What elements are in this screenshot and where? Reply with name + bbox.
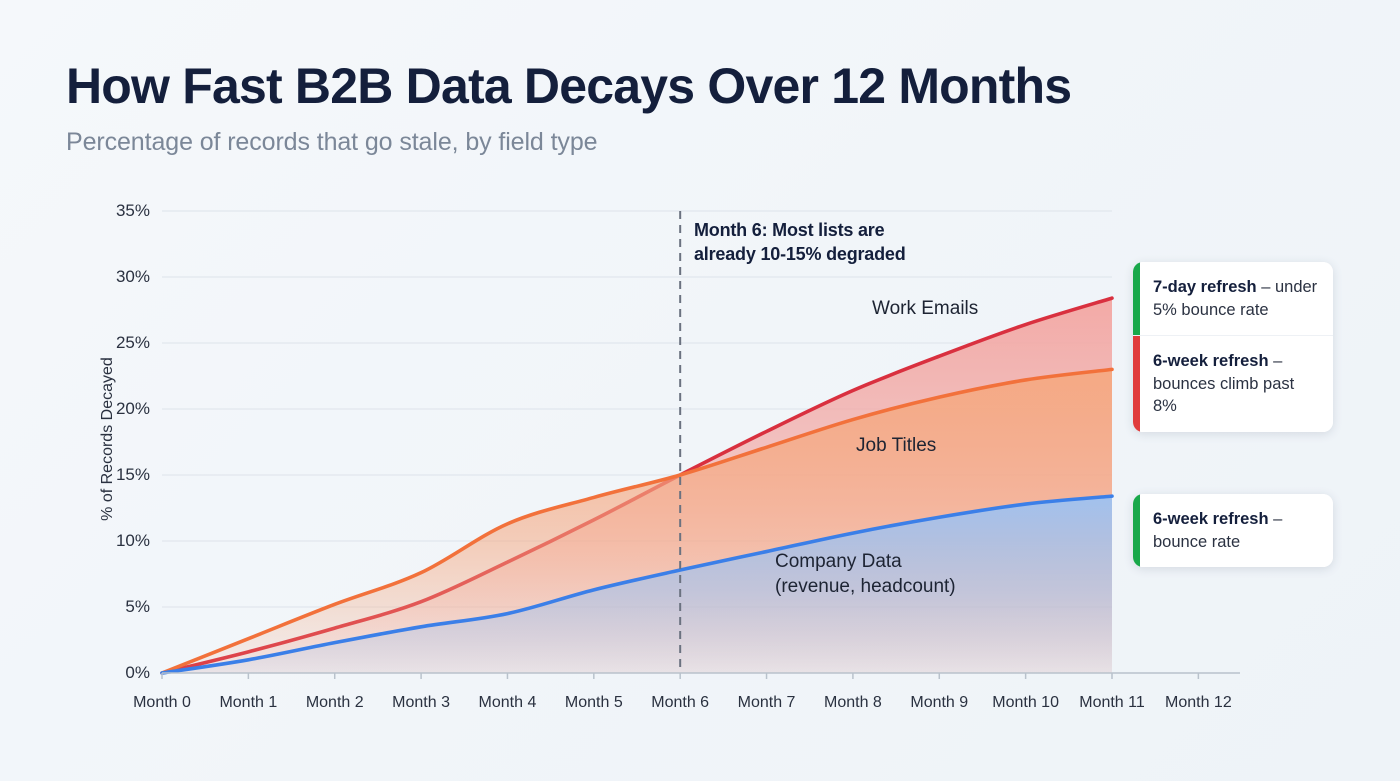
x-tick-label: Month 10 bbox=[992, 694, 1059, 711]
x-tick-label: Month 0 bbox=[133, 694, 191, 711]
x-tick-label: Month 11 bbox=[1079, 694, 1145, 711]
x-tick-label: Month 2 bbox=[305, 694, 364, 711]
card-accent-bar bbox=[1133, 262, 1140, 336]
y-tick-label: 35% bbox=[115, 201, 150, 220]
x-tick-label: Month 6 bbox=[651, 694, 710, 711]
y-tick-label: 5% bbox=[125, 597, 150, 616]
y-tick-label: 0% bbox=[125, 663, 150, 682]
x-tick-label: Month 12 bbox=[1165, 694, 1232, 711]
x-tick-label: Month 8 bbox=[824, 694, 882, 711]
series-label-job-titles: Job Titles bbox=[856, 435, 937, 456]
y-tick-label: 10% bbox=[115, 531, 150, 550]
callout-card-6week-bounces[interactable]: 6-week refresh – bounces climb past 8% bbox=[1133, 335, 1333, 432]
x-tick-label: Month 1 bbox=[219, 694, 278, 711]
callout-card-group-lower: 6-week refresh – bounce rate bbox=[1133, 494, 1333, 568]
series-area-company-data bbox=[162, 496, 1112, 673]
x-tick-label: Month 3 bbox=[392, 694, 450, 711]
callout-card-text: 6-week refresh – bounces climb past 8% bbox=[1153, 352, 1295, 416]
y-axis-ticks: 0% 5% 10% 15% 20% 25% 30% 35% bbox=[88, 0, 150, 781]
callout-card-6week-rate[interactable]: 6-week refresh – bounce rate bbox=[1133, 494, 1333, 568]
card-accent-bar bbox=[1133, 494, 1140, 568]
callout-card-text: 6-week refresh – bounce rate bbox=[1153, 510, 1283, 551]
page-subtitle: Percentage of records that go stale, by … bbox=[66, 128, 598, 156]
series-line-job-titles bbox=[160, 367, 1114, 675]
y-tick-label: 15% bbox=[115, 465, 150, 484]
series-line-company-data bbox=[160, 494, 1114, 675]
card-accent-bar bbox=[1133, 336, 1140, 432]
series-label-work-emails: Work Emails bbox=[872, 298, 979, 319]
header-block: How Fast B2B Data Decays Over 12 Months … bbox=[66, 58, 1072, 157]
x-tick-label: Month 9 bbox=[910, 694, 969, 711]
x-tick-label: Month 7 bbox=[737, 694, 796, 711]
y-tick-label: 30% bbox=[115, 267, 150, 286]
callout-card-group-upper: 7-day refresh – under 5% bounce rate 6-w… bbox=[1133, 262, 1333, 432]
callout-card-7day[interactable]: 7-day refresh – under 5% bounce rate bbox=[1133, 262, 1333, 336]
page-title: How Fast B2B Data Decays Over 12 Months bbox=[66, 58, 1072, 114]
x-tick-label: Month 4 bbox=[478, 694, 537, 711]
month6-annotation: Month 6: Most lists are already 10-15% d… bbox=[694, 220, 906, 265]
series-label-company-data: Company Data (revenue, headcount) bbox=[775, 551, 956, 598]
y-tick-label: 20% bbox=[115, 399, 150, 418]
callout-card-text: 7-day refresh – under 5% bounce rate bbox=[1153, 278, 1318, 319]
x-tick-label: Month 5 bbox=[564, 694, 623, 711]
y-tick-label: 25% bbox=[115, 333, 150, 352]
